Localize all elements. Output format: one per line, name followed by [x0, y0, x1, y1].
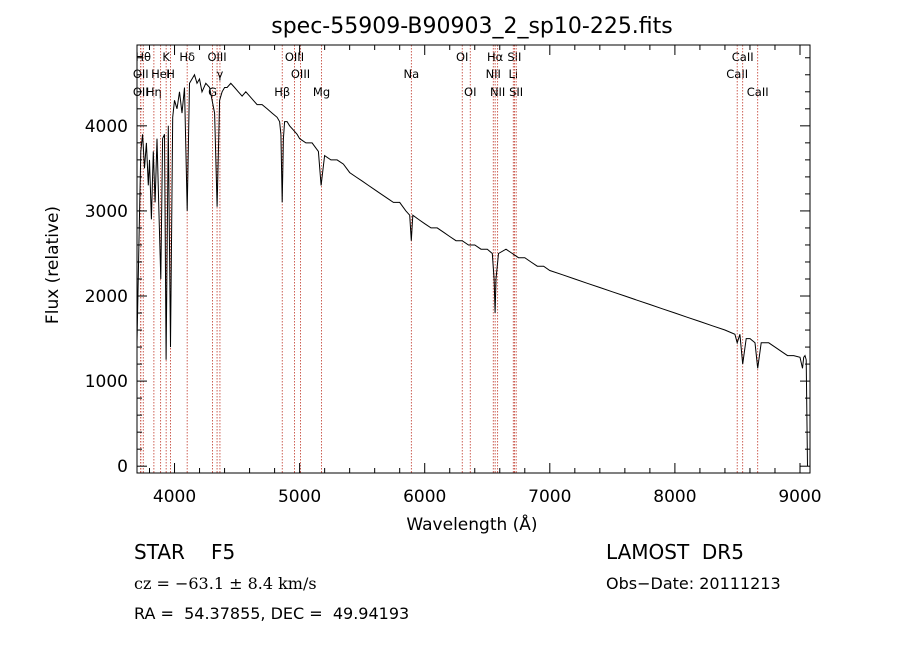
x-tick-label: 4000 [153, 487, 196, 507]
spectral-line-label: Hη [146, 85, 162, 99]
survey-name: LAMOST DR5 [606, 540, 744, 564]
spectral-lines-layer: HθOIIOIIHηHeIKHHδGOIIIγHβOIIIOIIIMgNaOIO… [133, 45, 769, 473]
y-tick-label: 2000 [85, 287, 128, 307]
y-axis-label: Flux (relative) [43, 206, 63, 324]
spectrum-line [136, 73, 808, 467]
x-tick-label: 5000 [278, 487, 321, 507]
spectral-line-label: OI [464, 85, 476, 99]
spectral-line-label: G [208, 85, 217, 99]
spectral-line-label: SII [507, 50, 521, 64]
ra-dec: RA = 54.37855, DEC = 49.94193 [134, 604, 410, 623]
spectral-line-label: CaII [747, 85, 769, 99]
x-tick-label: 8000 [653, 487, 696, 507]
x-tick-label: 9000 [778, 487, 821, 507]
axis-ticks-layer: 4000 5000 6000 7000 8000 9000 0 1000 2000 3000 400… [85, 45, 822, 507]
spectral-line-label: HeI [151, 67, 170, 81]
spectral-line-label: NII [486, 67, 501, 81]
spectral-line-label: CaII [732, 50, 754, 64]
y-tick-label: 0 [117, 457, 128, 477]
x-axis-label: Wavelength (Å) [406, 513, 537, 535]
spectral-line-label: Hδ [179, 50, 195, 64]
redshift-cz: cz = −63.1 ± 8.4 km/s [134, 574, 317, 593]
spectral-line-label: OIII [207, 50, 226, 64]
spectral-line-label: Mg [313, 85, 330, 99]
spectral-line-label: Na [404, 67, 420, 81]
spectral-line-label: OI [456, 50, 468, 64]
object-subclass: F5 [211, 540, 236, 564]
spectral-line-label: Hα [487, 50, 504, 64]
spectral-line-label: Li [508, 67, 518, 81]
spectral-line-label: Hβ [274, 85, 290, 99]
spectral-line-label: H [166, 67, 175, 81]
plot-frame [136, 44, 811, 474]
spectral-line-label: γ [217, 67, 224, 81]
spectral-line-label: OIII [285, 50, 304, 64]
spectral-line-label: Hθ [135, 50, 151, 64]
y-tick-label: 1000 [85, 372, 128, 392]
observation-date: Obs−Date: 20111213 [606, 574, 781, 593]
chart-title: spec-55909-B90903_2_sp10-225.fits [271, 14, 673, 39]
object-class: STAR [134, 540, 185, 564]
spectral-line-label: OIII [291, 67, 310, 81]
spectral-line-label: SII [509, 85, 523, 99]
spectral-line-label: NII [490, 85, 505, 99]
spectral-line-label: K [162, 50, 170, 64]
y-tick-label: 4000 [85, 117, 128, 137]
x-tick-label: 7000 [528, 487, 571, 507]
y-tick-label: 3000 [85, 202, 128, 222]
x-tick-label: 6000 [403, 487, 446, 507]
spectral-line-label: CaII [726, 67, 748, 81]
